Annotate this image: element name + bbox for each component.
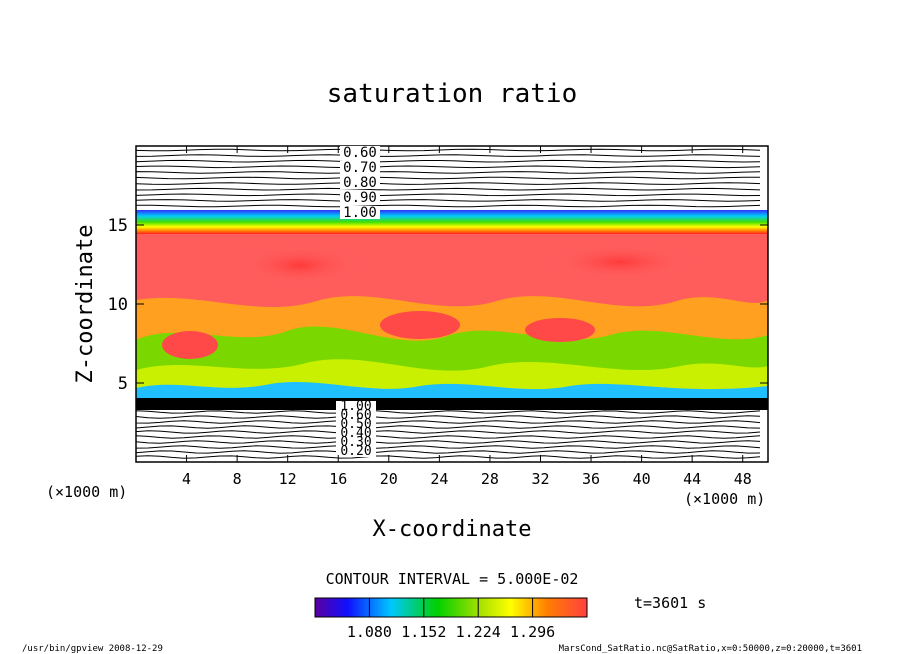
x-tick-label: 8 — [233, 470, 242, 488]
x-tick-label: 32 — [531, 470, 549, 488]
x-tick-label: 20 — [380, 470, 398, 488]
contour-line — [136, 410, 761, 414]
x-unit-label: (×1000 m) — [46, 483, 127, 501]
contour-label-bg — [340, 161, 380, 174]
upper-contour-lines — [136, 148, 761, 208]
saturation-field — [136, 210, 768, 410]
x-axis-title: X-coordinate — [373, 517, 532, 542]
footer-right: MarsCond_SatRatio.nc@SatRatio,x=0:50000,… — [559, 644, 862, 654]
y-axis: 5 10 15 — [108, 216, 768, 394]
hot-spot — [525, 318, 595, 342]
lower-contour-lines — [136, 410, 761, 459]
footer-left: /usr/bin/gpview 2008-12-29 — [22, 644, 163, 654]
contour-label-bg — [336, 419, 376, 430]
contour-line — [136, 430, 761, 434]
contour-label-bg — [336, 437, 376, 448]
contour-label: 0.80 — [343, 175, 377, 191]
colorbar-tick-label: 1.296 — [510, 623, 555, 641]
contour-line — [136, 193, 761, 197]
contour-label-bg — [336, 401, 376, 412]
contour-label: 0.90 — [343, 190, 377, 206]
contour-line — [136, 204, 761, 208]
contour-line — [136, 176, 761, 180]
chart-title: saturation ratio — [327, 79, 577, 109]
y-axis-title: Z-coordinate — [73, 225, 98, 384]
contour-label-bg — [340, 191, 380, 204]
field-cyan-zone — [136, 382, 768, 402]
field-lower-edge — [136, 398, 768, 410]
contour-label-bg — [340, 176, 380, 189]
hot-spot — [380, 311, 460, 339]
contour-line — [136, 159, 761, 163]
contour-line — [136, 415, 761, 419]
contour-line — [136, 187, 761, 191]
x-tick-label: 12 — [279, 470, 297, 488]
y-tick-label: 10 — [108, 295, 128, 315]
time-label: t=3601 s — [634, 594, 706, 612]
contour-line — [136, 171, 761, 174]
contour-label-bg — [340, 206, 380, 219]
plot-area — [136, 146, 768, 462]
upper-band — [136, 210, 768, 234]
contour-line — [136, 165, 761, 169]
contour-line — [136, 435, 761, 439]
contour-line — [136, 450, 761, 454]
contour-label-bg — [336, 428, 376, 439]
hot-spot — [162, 331, 218, 359]
contour-line — [136, 445, 761, 449]
contour-line — [136, 425, 761, 429]
contour-line — [136, 199, 761, 202]
x-tick-label: 24 — [430, 470, 448, 488]
contour-label-bg — [336, 410, 376, 421]
contour-line — [136, 154, 761, 157]
colorbar-tick-label: 1.224 — [456, 623, 501, 641]
contour-line — [136, 440, 761, 444]
x-axis: 4 8 12 16 20 24 28 32 36 40 44 48 — [182, 146, 752, 488]
contour-label-bg — [336, 446, 376, 457]
contour-interval-label: CONTOUR INTERVAL = 5.000E-02 — [326, 570, 579, 588]
hot-spot — [230, 243, 370, 287]
contour-line — [136, 148, 761, 152]
x-tick-label: 4 — [182, 470, 191, 488]
contour-label: 0.70 — [343, 160, 377, 176]
y-tick-label: 15 — [108, 216, 128, 236]
colorbar — [314, 597, 588, 618]
contour-label: 1.00 — [343, 205, 377, 221]
colorbar-tick-label: 1.152 — [401, 623, 446, 641]
contour-label-bg — [340, 146, 380, 159]
contour-line — [136, 455, 761, 459]
contour-line — [136, 182, 761, 185]
x-tick-label: 44 — [683, 470, 701, 488]
contour-label: 0.20 — [340, 444, 371, 459]
x-tick-label: 48 — [734, 470, 752, 488]
x-unit-label-right: (×1000 m) — [684, 490, 765, 508]
contour-line — [136, 420, 761, 424]
x-tick-label: 16 — [329, 470, 347, 488]
x-tick-label: 36 — [582, 470, 600, 488]
x-tick-label: 40 — [633, 470, 651, 488]
contour-labels: 0.600.700.800.901.001.000.600.500.400.30… — [336, 145, 380, 459]
x-tick-label: 28 — [481, 470, 499, 488]
y-tick-label: 5 — [118, 374, 128, 394]
hot-spot — [540, 242, 700, 282]
colorbar-ticks: 1.080 1.152 1.224 1.296 — [347, 598, 555, 641]
colorbar-tick-label: 1.080 — [347, 623, 392, 641]
contour-label: 0.60 — [343, 145, 377, 161]
